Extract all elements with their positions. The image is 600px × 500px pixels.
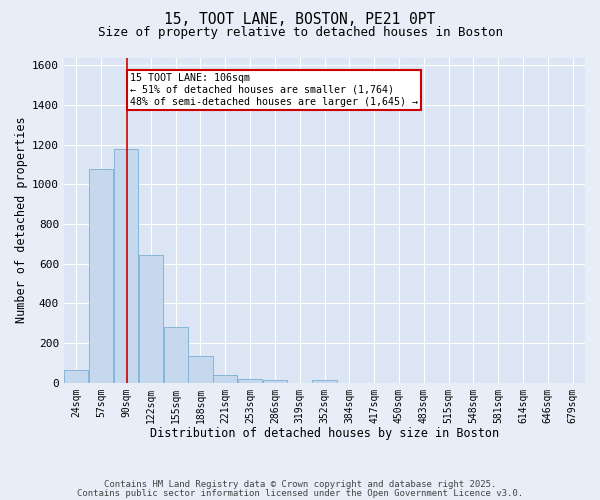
Bar [263, 380, 287, 382]
Bar [238, 379, 262, 382]
Bar [139, 255, 163, 382]
Text: 15, TOOT LANE, BOSTON, PE21 0PT: 15, TOOT LANE, BOSTON, PE21 0PT [164, 12, 436, 28]
Bar [213, 375, 238, 382]
Bar [164, 327, 188, 382]
Text: Size of property relative to detached houses in Boston: Size of property relative to detached ho… [97, 26, 503, 39]
Bar [313, 380, 337, 382]
Y-axis label: Number of detached properties: Number of detached properties [15, 117, 28, 324]
Text: Contains public sector information licensed under the Open Government Licence v3: Contains public sector information licen… [77, 489, 523, 498]
Bar [188, 356, 212, 382]
Bar [114, 148, 138, 382]
Text: 15 TOOT LANE: 106sqm
← 51% of detached houses are smaller (1,764)
48% of semi-de: 15 TOOT LANE: 106sqm ← 51% of detached h… [130, 74, 418, 106]
Bar [64, 370, 88, 382]
Bar [89, 168, 113, 382]
X-axis label: Distribution of detached houses by size in Boston: Distribution of detached houses by size … [150, 427, 499, 440]
Text: Contains HM Land Registry data © Crown copyright and database right 2025.: Contains HM Land Registry data © Crown c… [104, 480, 496, 489]
